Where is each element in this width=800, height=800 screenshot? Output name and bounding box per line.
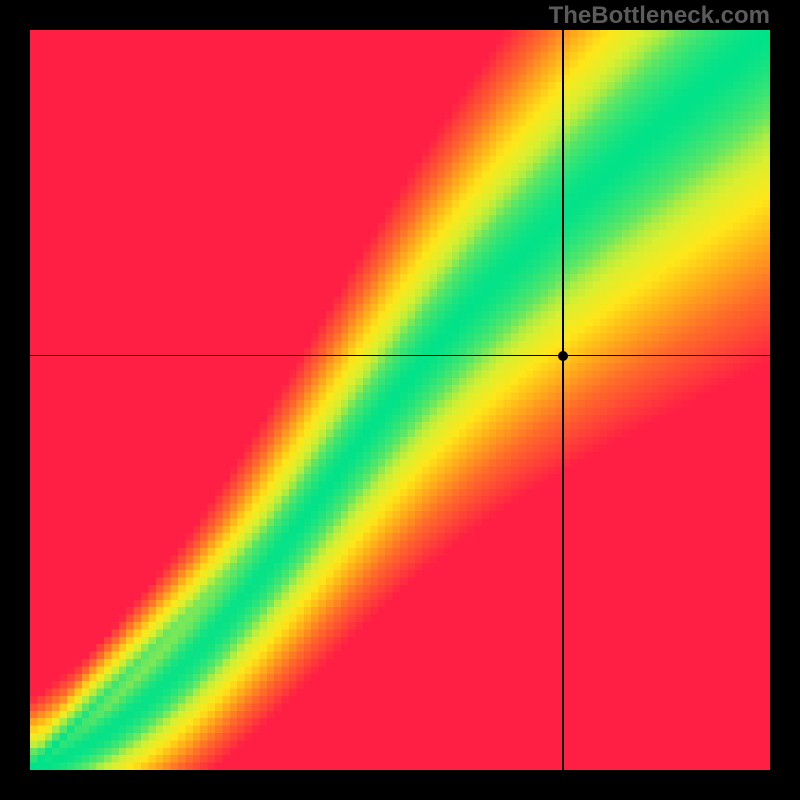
crosshair-horizontal xyxy=(30,355,770,357)
watermark-text: TheBottleneck.com xyxy=(549,2,770,30)
crosshair-vertical xyxy=(562,30,564,770)
intersection-marker xyxy=(558,351,568,361)
bottleneck-heatmap xyxy=(30,30,770,770)
